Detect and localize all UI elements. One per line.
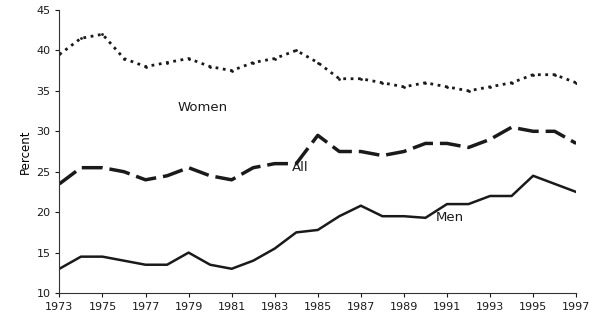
Text: Women: Women	[178, 101, 228, 114]
Y-axis label: Percent: Percent	[19, 129, 32, 174]
Text: Men: Men	[436, 210, 465, 223]
Text: All: All	[292, 161, 308, 174]
